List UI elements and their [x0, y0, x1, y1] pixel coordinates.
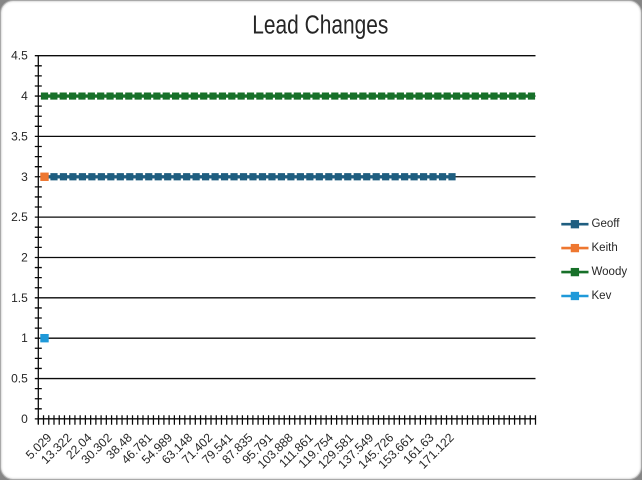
svg-text:Keith: Keith	[592, 242, 618, 254]
svg-text:0: 0	[21, 412, 28, 426]
svg-text:Woody: Woody	[592, 266, 628, 278]
svg-text:4: 4	[21, 89, 28, 103]
svg-text:Geoff: Geoff	[592, 218, 621, 230]
svg-text:Lead Changes: Lead Changes	[252, 12, 388, 40]
svg-text:Kev: Kev	[592, 290, 612, 302]
svg-text:3: 3	[21, 170, 28, 184]
svg-text:3.5: 3.5	[11, 129, 28, 143]
svg-text:1: 1	[21, 331, 28, 345]
svg-text:2.5: 2.5	[11, 210, 28, 224]
svg-text:4.5: 4.5	[11, 49, 28, 63]
svg-text:2: 2	[21, 250, 28, 264]
svg-text:0.5: 0.5	[11, 372, 28, 386]
svg-text:1.5: 1.5	[11, 291, 28, 305]
